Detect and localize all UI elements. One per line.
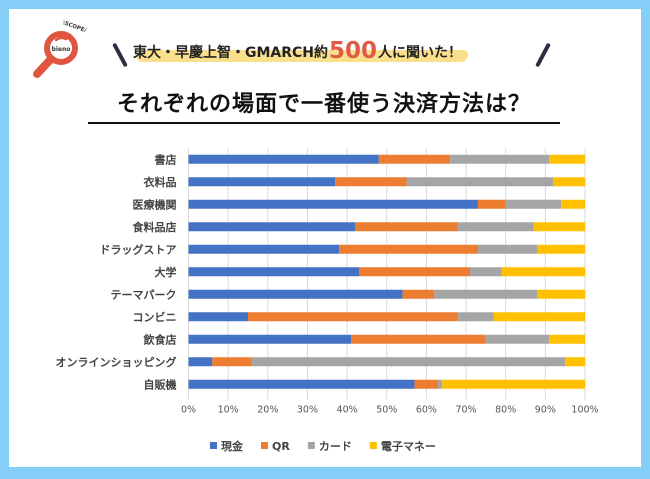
bar-segment — [553, 177, 585, 187]
x-tick-label: 70% — [455, 405, 476, 416]
bar-segment — [505, 199, 562, 209]
bar-segment — [188, 267, 359, 277]
bar-segment — [561, 199, 585, 209]
bar-segment — [485, 334, 550, 344]
bar-segment — [188, 199, 478, 209]
bar-segment — [537, 244, 585, 254]
bar-segment — [493, 312, 585, 322]
x-tick-label: 90% — [535, 405, 556, 416]
bar-segment — [251, 357, 566, 367]
bar-segment — [414, 379, 439, 389]
bar-segment — [335, 177, 407, 187]
subtitle-suffix: 人に聞いた！ — [378, 45, 463, 61]
legend-swatch — [210, 442, 217, 449]
bar-segment — [188, 334, 352, 344]
x-tick-label: 10% — [218, 405, 239, 416]
logo-inner-text: bieno — [52, 46, 71, 53]
legend-swatch — [369, 442, 377, 449]
bar-segment — [549, 334, 585, 344]
bar-segment — [549, 154, 585, 164]
category-label: 大学 — [155, 265, 177, 279]
category-label: オンラインショッピング — [56, 355, 177, 369]
x-tick-label: 30% — [297, 405, 318, 416]
bar-segment — [378, 154, 451, 164]
bar-segment — [188, 289, 403, 299]
bar-segment — [450, 154, 550, 164]
category-label: 自販機 — [144, 377, 177, 391]
category-label: 飲食店 — [143, 332, 177, 346]
bar-segment — [188, 177, 336, 187]
bar-segment — [188, 154, 379, 164]
bar-segment — [402, 289, 435, 299]
bar-segment — [501, 267, 585, 277]
x-tick-label: 40% — [337, 405, 358, 416]
category-label: 医療機関 — [133, 197, 177, 211]
page-title: それぞれの場面で一番使う決済方法は？ — [88, 86, 560, 124]
infographic-card — [9, 9, 641, 467]
bar-segment — [565, 357, 585, 367]
category-label: 衣料品 — [144, 175, 177, 189]
bar-segment — [358, 267, 471, 277]
bar-segment — [351, 334, 486, 344]
category-label: 食料品店 — [133, 220, 177, 234]
x-tick-label: 100% — [571, 405, 598, 416]
bar-segment — [212, 357, 252, 367]
bar-segment — [188, 222, 356, 232]
category-label: コンビニ — [133, 310, 177, 324]
bar-segment — [339, 244, 478, 254]
bar-segment — [458, 222, 534, 232]
survey-subtitle: 東大・早慶上智・GMARCH約 500 人に聞いた！ — [133, 36, 470, 64]
bar-segment — [188, 244, 340, 254]
category-label: 書店 — [155, 152, 177, 166]
bar-segment — [188, 379, 415, 389]
legend-swatch — [307, 442, 315, 449]
bar-segment — [533, 222, 585, 232]
bar-segment — [537, 289, 585, 299]
subtitle-prefix: 東大・早慶上智・GMARCH約 — [133, 45, 329, 61]
category-label: テーマパーク — [111, 288, 177, 301]
x-tick-label: 20% — [257, 405, 278, 416]
bar-segment — [247, 312, 459, 322]
subtitle-number: 500 — [329, 38, 378, 64]
legend-label: カード — [319, 440, 352, 453]
bar-segment — [477, 244, 538, 254]
bar-segment — [438, 379, 443, 389]
legend-swatch — [261, 442, 268, 449]
bar-segment — [355, 222, 459, 232]
x-tick-label: 60% — [416, 405, 437, 416]
category-label: ドラッグストア — [100, 242, 177, 256]
bar-segment — [458, 312, 494, 322]
bar-segment — [188, 357, 213, 367]
bar-segment — [434, 289, 538, 299]
bieno-scope-logo-icon: bieno \SCOPE/ — [33, 20, 88, 78]
bar-segment — [188, 312, 248, 322]
x-tick-label: 50% — [376, 405, 397, 416]
bar-segment — [442, 379, 585, 389]
bar-segment — [470, 267, 502, 277]
legend-label: 電子マネー — [381, 440, 436, 453]
legend-label: QR — [272, 440, 290, 453]
bar-segment — [406, 177, 554, 187]
x-tick-label: 0% — [181, 405, 196, 416]
bar-segment — [477, 199, 506, 209]
legend-label: 現金 — [221, 439, 244, 453]
x-tick-label: 80% — [495, 405, 516, 416]
